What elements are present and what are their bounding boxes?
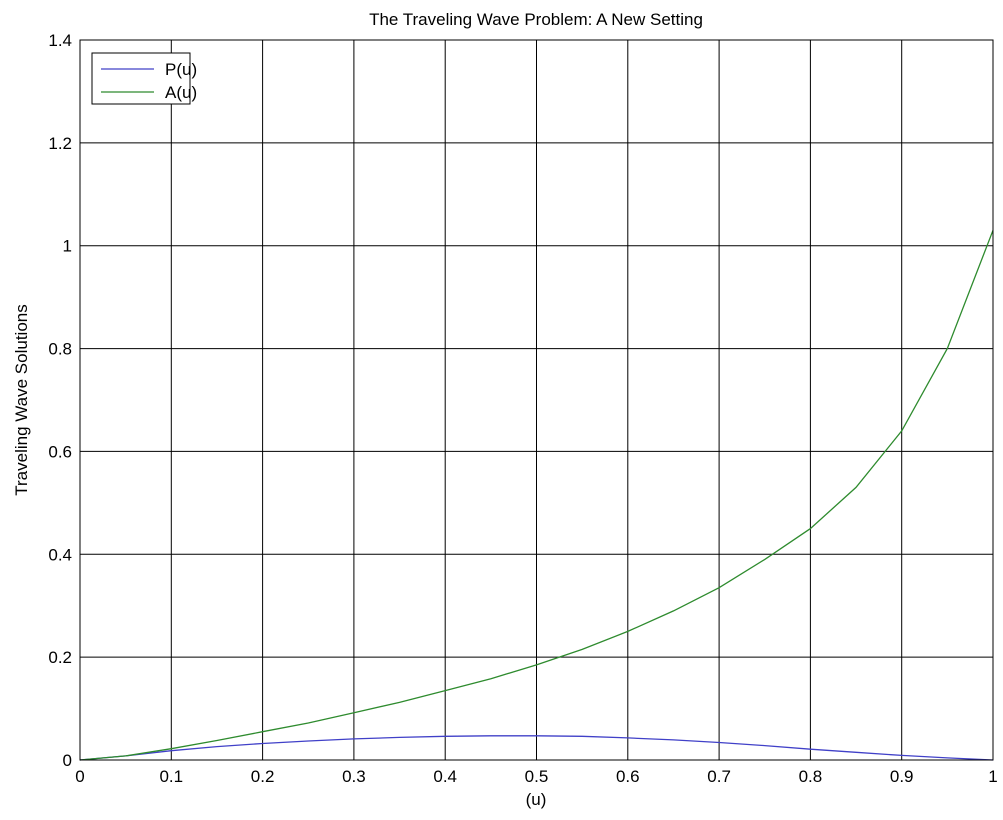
legend-box	[91, 52, 191, 105]
x-tick-label: 1	[988, 767, 997, 786]
x-tick-label: 0.6	[616, 767, 640, 786]
series-layer	[79, 230, 994, 761]
chart-title: The Traveling Wave Problem: A New Settin…	[369, 10, 703, 29]
series-line-a	[79, 230, 994, 761]
x-tick-label: 0.5	[525, 767, 549, 786]
legend-label-a: A(u)	[165, 83, 197, 102]
grid	[80, 40, 993, 760]
y-tick-label: 0	[63, 751, 72, 770]
x-tick-label: 0.2	[251, 767, 275, 786]
series-line-p	[79, 735, 994, 761]
y-axis-label: Traveling Wave Solutions	[12, 304, 31, 496]
y-tick-label: 1.2	[48, 134, 72, 153]
x-tick-label: 0.7	[707, 767, 731, 786]
x-tick-label: 0	[75, 767, 84, 786]
y-tick-labels: 0 0.2 0.4 0.6 0.8 1 1.2 1.4	[48, 31, 72, 770]
y-tick-label: 0.2	[48, 648, 72, 667]
y-tick-label: 1	[63, 237, 72, 256]
x-axis-label: (u)	[526, 790, 547, 809]
legend-label-p: P(u)	[165, 60, 197, 79]
legend: P(u) A(u)	[91, 52, 197, 105]
axes-frame	[79, 39, 994, 761]
x-tick-label: 0.9	[890, 767, 914, 786]
x-tick-label: 0.4	[433, 767, 457, 786]
y-tick-label: 1.4	[48, 31, 72, 50]
y-tick-label: 0.6	[48, 442, 72, 461]
x-tick-label: 0.8	[799, 767, 823, 786]
y-tick-label: 0.8	[48, 340, 72, 359]
x-tick-labels: 0 0.1 0.2 0.3 0.4 0.5 0.6 0.7 0.8 0.9 1	[75, 767, 997, 786]
x-tick-label: 0.3	[342, 767, 366, 786]
x-tick-label: 0.1	[159, 767, 183, 786]
y-tick-label: 0.4	[48, 545, 72, 564]
